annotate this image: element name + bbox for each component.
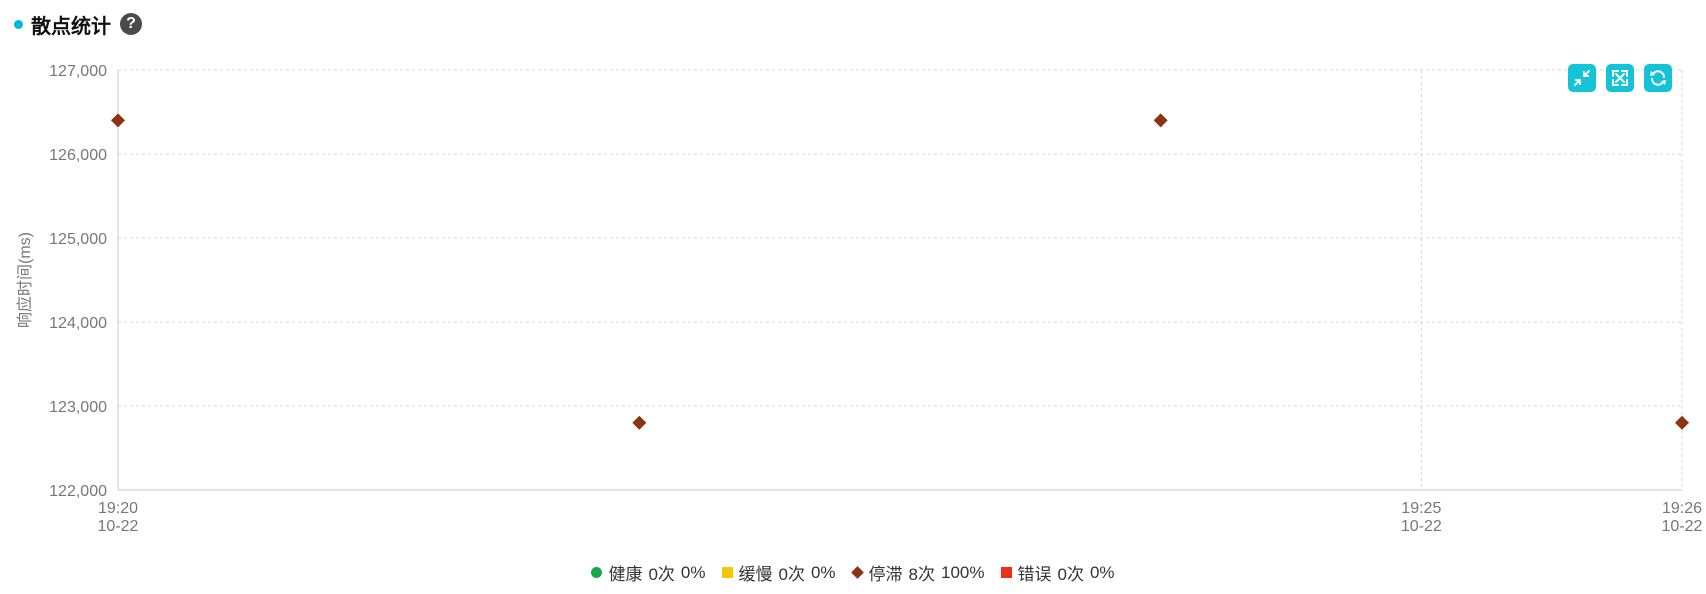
chart-toolbar	[1568, 64, 1672, 92]
legend-item[interactable]: 错误 0次 0%	[1000, 560, 1115, 585]
data-point	[111, 113, 125, 128]
x-tick-date-label: 10-22	[1662, 518, 1703, 535]
help-icon[interactable]: ?	[120, 13, 142, 35]
legend-series-name: 错误	[1017, 565, 1052, 584]
legend-swatch	[721, 567, 733, 578]
legend-swatch	[591, 567, 603, 578]
legend-item[interactable]: 缓慢 0次 0%	[721, 560, 836, 585]
data-point	[1675, 415, 1689, 430]
title-dot	[14, 19, 23, 29]
legend-swatch	[850, 566, 864, 579]
x-tick-date-label: 10-22	[98, 518, 139, 535]
chart-legend: 健康 0次 0% 缓慢 0次 0% 停滞 8次 100% 错误 0次 0%	[0, 560, 1706, 585]
chart-title: 散点统计	[31, 15, 111, 38]
refresh-icon[interactable]	[1644, 64, 1672, 92]
chart-points	[111, 113, 1689, 430]
legend-series-count: 0次	[778, 565, 805, 584]
chart-axes: 122,000 123,000 124,000 125,000 126,000 127,0…	[15, 63, 1703, 535]
y-tick-label: 125,000	[49, 231, 107, 248]
legend-series-percent: 0%	[1089, 562, 1115, 582]
legend-series-name: 健康	[608, 565, 643, 584]
legend-series-count: 0次	[648, 565, 675, 584]
legend-item[interactable]: 停滞 8次 100%	[850, 560, 985, 585]
y-tick-label: 123,000	[49, 399, 107, 416]
y-tick-label: 127,000	[49, 63, 107, 80]
x-tick-date-label: 10-22	[1401, 518, 1442, 535]
legend-item[interactable]: 健康 0次 0%	[591, 560, 706, 585]
y-axis-label: 响应时间(ms)	[15, 232, 34, 328]
chart-header: 散点统计 ?	[14, 10, 142, 38]
y-tick-label: 122,000	[49, 483, 107, 500]
legend-series-percent: 0%	[810, 562, 836, 582]
data-point	[632, 415, 647, 430]
y-tick-label: 124,000	[49, 315, 107, 332]
legend-series-percent: 100%	[941, 562, 985, 582]
data-point	[1153, 113, 1168, 128]
legend-series-name: 停滞	[868, 565, 903, 584]
legend-series-name: 缓慢	[738, 565, 773, 584]
chart-grid	[117, 69, 1683, 490]
legend-series-percent: 0%	[680, 562, 706, 582]
x-tick-label: 19:20	[98, 500, 138, 517]
legend-series-count: 8次	[908, 565, 936, 584]
x-tick-label: 19:25	[1401, 500, 1441, 517]
expand-icon[interactable]	[1606, 64, 1634, 92]
x-tick-label: 19:26	[1662, 500, 1702, 517]
legend-series-count: 0次	[1057, 565, 1084, 584]
collapse-icon[interactable]	[1568, 64, 1596, 92]
y-tick-label: 126,000	[49, 147, 107, 164]
legend-swatch	[1000, 567, 1012, 578]
